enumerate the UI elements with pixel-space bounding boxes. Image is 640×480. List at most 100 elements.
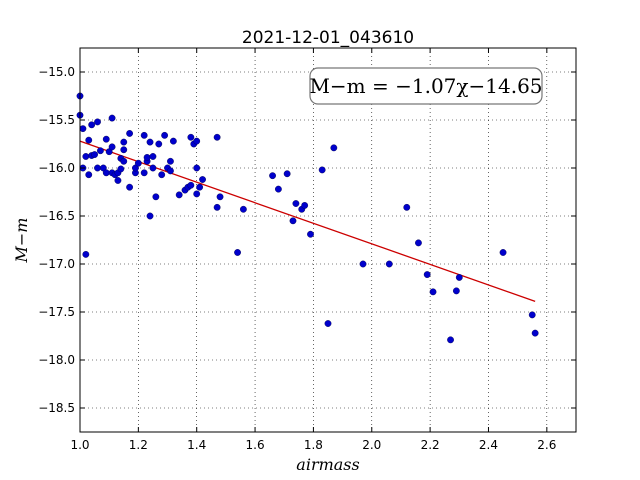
data-point — [82, 153, 90, 160]
data-point — [359, 260, 367, 268]
data-point — [117, 165, 125, 173]
data-point — [452, 287, 460, 295]
data-point — [307, 230, 314, 238]
data-point — [85, 171, 93, 179]
chart-title: 2021-12-01_043610 — [242, 28, 414, 48]
data-point — [167, 157, 174, 165]
x-tick-label: 2.2 — [421, 438, 440, 452]
data-point — [149, 153, 157, 160]
data-point — [429, 288, 437, 296]
data-point — [140, 169, 148, 177]
data-point — [415, 239, 422, 247]
data-point — [193, 137, 201, 145]
x-tick-label: 2.4 — [479, 438, 498, 452]
data-point — [193, 190, 201, 198]
data-point — [126, 183, 134, 191]
x-tick-label: 2.0 — [362, 438, 381, 452]
x-tick-label: 1.8 — [304, 438, 323, 452]
data-point — [120, 138, 128, 146]
x-tick-label: 1.6 — [246, 438, 265, 452]
data-point — [330, 144, 338, 152]
y-tick-label: −18.5 — [38, 401, 75, 415]
data-point — [94, 118, 101, 126]
fit-line — [79, 140, 536, 302]
data-point — [85, 136, 93, 144]
y-tick-label: −16.0 — [38, 161, 75, 175]
x-tick-label: 1.4 — [187, 438, 206, 452]
data-point — [455, 274, 463, 281]
data-point — [239, 205, 247, 213]
data-point — [289, 217, 297, 225]
data-point — [423, 271, 431, 278]
y-tick-label: −17.5 — [38, 305, 75, 319]
fit-equation: M−m = −1.07χ−14.65 — [309, 74, 542, 98]
data-point — [499, 249, 507, 256]
data-point — [102, 135, 110, 143]
data-point — [269, 172, 276, 180]
data-point — [94, 164, 101, 172]
data-point — [140, 131, 148, 139]
data-point — [169, 137, 177, 145]
data-point — [324, 320, 332, 327]
data-point — [199, 176, 206, 183]
data-point — [161, 131, 169, 139]
data-point — [152, 193, 160, 201]
x-tick-label: 2.6 — [537, 438, 556, 452]
x-tick-label: 1.2 — [129, 438, 148, 452]
data-point — [82, 250, 90, 258]
data-point — [187, 133, 195, 141]
axis-ticks: 1.0 1.2 1.4 1.6 1.8 2.0 2.2 2.4 2.6 −15.0 −15.5 −16… — [38, 48, 576, 452]
fit-annotation: M−m = −1.07χ−14.65 — [309, 67, 543, 105]
data-point — [120, 157, 128, 165]
x-axis-label: airmass — [296, 455, 359, 474]
data-point — [175, 191, 183, 199]
data-point — [88, 121, 96, 129]
data-point — [146, 212, 154, 220]
data-point — [213, 133, 221, 141]
data-point — [447, 336, 454, 344]
data-point — [187, 181, 195, 189]
data-point — [91, 151, 98, 158]
data-point — [126, 130, 134, 137]
data-point — [193, 164, 201, 172]
data-points — [76, 92, 539, 344]
data-point — [146, 138, 154, 146]
y-tick-label: −15.5 — [38, 113, 75, 127]
data-point — [158, 171, 166, 179]
data-point — [108, 114, 116, 122]
x-tick-label: 1.0 — [70, 438, 89, 452]
data-point — [167, 167, 174, 175]
annotation-box — [309, 67, 543, 105]
data-point — [143, 154, 151, 161]
data-point — [292, 200, 300, 207]
data-point — [114, 177, 122, 184]
data-point — [301, 202, 309, 209]
data-point — [403, 203, 411, 211]
data-point — [97, 147, 104, 155]
data-point — [102, 169, 110, 177]
data-point — [196, 183, 204, 191]
y-tick-label: −16.5 — [38, 209, 75, 223]
data-point — [283, 170, 291, 178]
data-point — [149, 164, 157, 172]
data-point — [528, 311, 536, 319]
y-tick-label: −15.0 — [38, 65, 75, 79]
y-axis-label: M−m — [12, 218, 31, 264]
data-point — [531, 329, 539, 337]
data-point — [274, 185, 282, 193]
data-point — [213, 203, 221, 211]
data-point — [108, 143, 116, 151]
data-point — [79, 125, 87, 133]
data-point — [234, 249, 241, 256]
data-point — [216, 193, 224, 201]
fit-line-layer — [79, 140, 536, 302]
grid — [79, 48, 576, 432]
data-point — [134, 159, 142, 167]
data-point — [120, 146, 128, 154]
data-point — [155, 140, 163, 148]
y-tick-label: −17.0 — [38, 257, 75, 271]
data-point — [318, 166, 326, 174]
plot-frame — [79, 47, 577, 433]
data-point — [385, 260, 393, 268]
y-tick-label: −18.0 — [38, 353, 75, 367]
